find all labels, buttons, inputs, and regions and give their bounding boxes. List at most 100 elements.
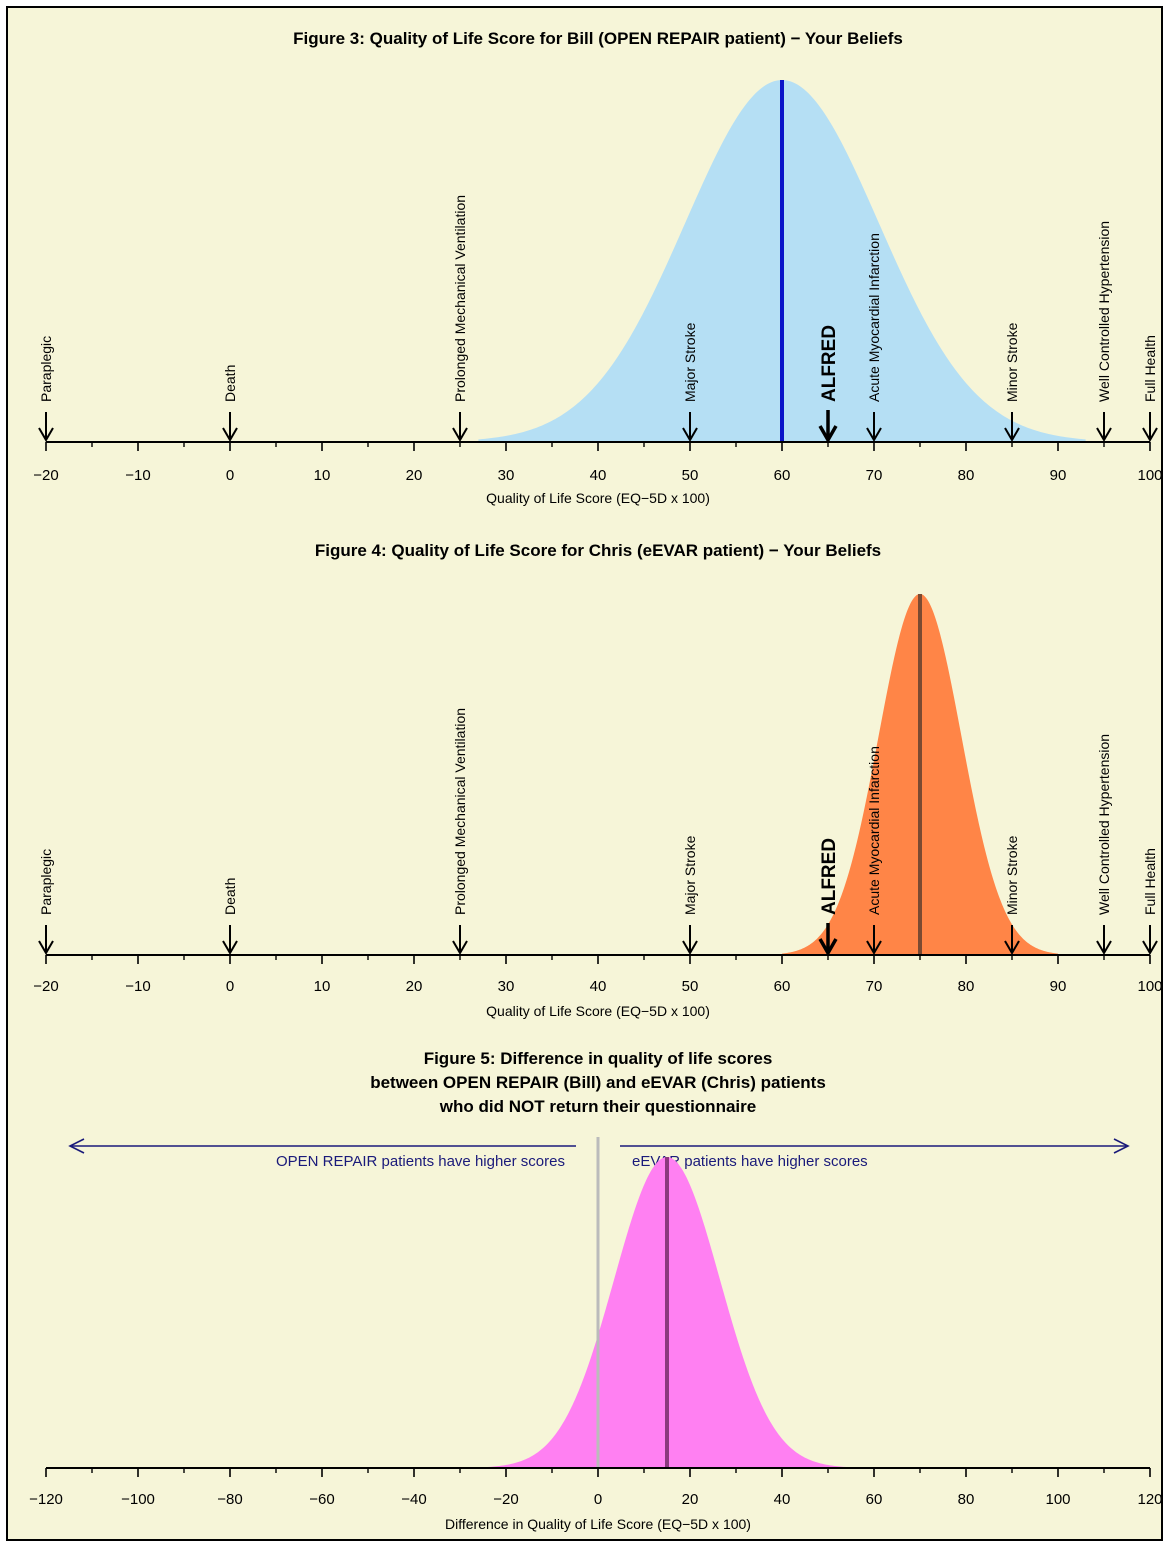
fig5-title-line-1: Figure 5: Difference in quality of life …: [424, 1049, 773, 1068]
fig4-marker-label: Paraplegic: [38, 849, 54, 915]
fig3-tick-label: 30: [498, 467, 515, 484]
fig3-marker: Major Stroke: [682, 322, 698, 442]
fig5-tick-label: 20: [682, 1491, 699, 1508]
fig3-marker-label: Acute Myocardial Infarction: [866, 233, 882, 402]
fig4-marker-label: Full Health: [1142, 848, 1158, 915]
fig4-marker: Well Controlled Hypertension: [1096, 734, 1112, 955]
fig3-marker-arrowhead: [452, 427, 468, 442]
fig4-marker-label: Minor Stroke: [1004, 835, 1020, 915]
fig5-right-arrowhead: [1113, 1138, 1130, 1154]
fig3-tick-label: 10: [314, 467, 331, 484]
figure-3: Figure 3: Quality of Life Score for Bill…: [33, 29, 1162, 506]
fig4-marker: Death: [222, 878, 238, 955]
fig3-marker-arrowhead: [1096, 427, 1112, 442]
fig3-marker-arrowhead: [1142, 427, 1158, 442]
figure-5: Figure 5: Difference in quality of life …: [29, 1049, 1162, 1532]
figure-frame: [6, 6, 1163, 1541]
fig3-tick-label: 40: [590, 467, 607, 484]
fig4-marker-arrowhead: [682, 940, 698, 955]
fig4-alfred-label: ALFRED: [819, 838, 840, 915]
fig3-tick-label: 90: [1050, 467, 1067, 484]
fig5-right-arrow-text: eEVAR patients have higher scores: [632, 1153, 868, 1170]
fig4-marker-label: Prolonged Mechanical Ventilation: [452, 708, 468, 915]
fig4-title: Figure 4: Quality of Life Score for Chri…: [315, 541, 881, 560]
fig4-tick-label: 30: [498, 978, 515, 995]
fig5-left-arrowhead: [68, 1138, 85, 1154]
fig5-direction-arrows: OPEN REPAIR patients have higher scores …: [68, 1138, 1130, 1170]
fig4-marker-label: Well Controlled Hypertension: [1096, 734, 1112, 915]
fig3-marker-label: Death: [222, 365, 238, 402]
fig4-marker-group: Paraplegic Death Prolonged Mechanical Vent…: [38, 708, 1158, 955]
fig4-marker-arrowhead: [866, 940, 882, 955]
fig3-marker-arrowhead: [866, 427, 882, 442]
fig4-marker-arrowhead: [1004, 940, 1020, 955]
fig3-tick-group: −20 −10 0 10 20 30 40 50 60 70 80 90 100: [33, 442, 1163, 484]
fig4-tick-label: 80: [958, 978, 975, 995]
fig3-title: Figure 3: Quality of Life Score for Bill…: [293, 29, 903, 48]
fig5-tick-label: −80: [217, 1491, 242, 1508]
fig5-tick-group: −120 −100 −80 −60 −40 −20 0 20 40 60 80 100 120: [29, 1468, 1163, 1508]
fig3-tick-label: 0: [226, 467, 234, 484]
fig3-marker: Full Health: [1142, 335, 1158, 442]
fig3-marker-label: Minor Stroke: [1004, 322, 1020, 402]
fig5-tick-label: −20: [493, 1491, 518, 1508]
fig3-marker: Acute Myocardial Infarction: [866, 233, 882, 442]
fig3-tick-label: 70: [866, 467, 883, 484]
fig5-title-line-2: between OPEN REPAIR (Bill) and eEVAR (Ch…: [370, 1073, 826, 1092]
fig4-highlight-marker: ALFRED: [818, 838, 840, 957]
fig3-marker-arrowhead: [1004, 427, 1020, 442]
fig4-marker-label: Major Stroke: [682, 835, 698, 915]
fig4-alfred-arrowhead: [818, 938, 838, 957]
fig5-tick-label: 0: [594, 1491, 602, 1508]
fig3-marker-arrowhead: [222, 427, 238, 442]
fig5-tick-label: 60: [866, 1491, 883, 1508]
fig4-marker: Paraplegic: [38, 849, 54, 955]
fig4-marker: Acute Myocardial Infarction: [866, 746, 882, 955]
fig3-tick-label: 80: [958, 467, 975, 484]
fig5-left-arrow-text: OPEN REPAIR patients have higher scores: [276, 1153, 565, 1170]
fig3-tick-label: −20: [33, 467, 58, 484]
fig3-alfred-arrowhead: [818, 425, 838, 444]
fig4-marker: Major Stroke: [682, 835, 698, 955]
fig4-tick-label: 20: [406, 978, 423, 995]
fig3-alfred-label: ALFRED: [819, 325, 840, 402]
fig4-marker-arrowhead: [38, 940, 54, 955]
fig3-marker-label: Paraplegic: [38, 336, 54, 402]
fig3-marker-label: Full Health: [1142, 335, 1158, 402]
fig4-tick-group: −20 −10 0 10 20 30 40 50 60 70 80 90 100: [33, 955, 1163, 995]
fig5-tick-label: −100: [121, 1491, 155, 1508]
fig3-marker-group: Paraplegic Death Prolonged Mechanical Vent…: [38, 195, 1158, 442]
fig5-title-line-3: who did NOT return their questionnaire: [439, 1097, 756, 1116]
fig4-tick-label: 10: [314, 978, 331, 995]
fig4-tick-label: 90: [1050, 978, 1067, 995]
fig4-marker-arrowhead: [1096, 940, 1112, 955]
fig5-tick-label: 40: [774, 1491, 791, 1508]
fig4-marker-arrowhead: [452, 940, 468, 955]
fig4-marker: Full Health: [1142, 848, 1158, 955]
fig3-tick-label: 20: [406, 467, 423, 484]
fig4-tick-label: −20: [33, 978, 58, 995]
fig5-tick-label: 80: [958, 1491, 975, 1508]
fig3-marker: Death: [222, 365, 238, 442]
fig3-tick-label: 50: [682, 467, 699, 484]
fig3-marker-label: Prolonged Mechanical Ventilation: [452, 195, 468, 402]
figure-4: Figure 4: Quality of Life Score for Chri…: [33, 541, 1162, 1019]
fig4-tick-label: 0: [226, 978, 234, 995]
fig4-marker: Prolonged Mechanical Ventilation: [452, 708, 468, 955]
fig4-marker-arrowhead: [1142, 940, 1158, 955]
fig4-tick-label: 70: [866, 978, 883, 995]
fig3-marker: Well Controlled Hypertension: [1096, 221, 1112, 442]
fig3-marker-label: Major Stroke: [682, 322, 698, 402]
fig4-tick-label: 100: [1137, 978, 1162, 995]
fig4-tick-label: 40: [590, 978, 607, 995]
fig4-tick-label: 60: [774, 978, 791, 995]
fig3-marker-label: Well Controlled Hypertension: [1096, 221, 1112, 402]
fig4-tick-label: 50: [682, 978, 699, 995]
fig3-tick-label: −10: [125, 467, 150, 484]
fig4-x-axis-label: Quality of Life Score (EQ−5D x 100): [486, 1003, 710, 1019]
fig5-tick-label: 120: [1137, 1491, 1162, 1508]
fig3-marker-arrowhead: [682, 427, 698, 442]
fig5-tick-label: −40: [401, 1491, 426, 1508]
fig3-highlight-marker: ALFRED: [818, 325, 840, 444]
